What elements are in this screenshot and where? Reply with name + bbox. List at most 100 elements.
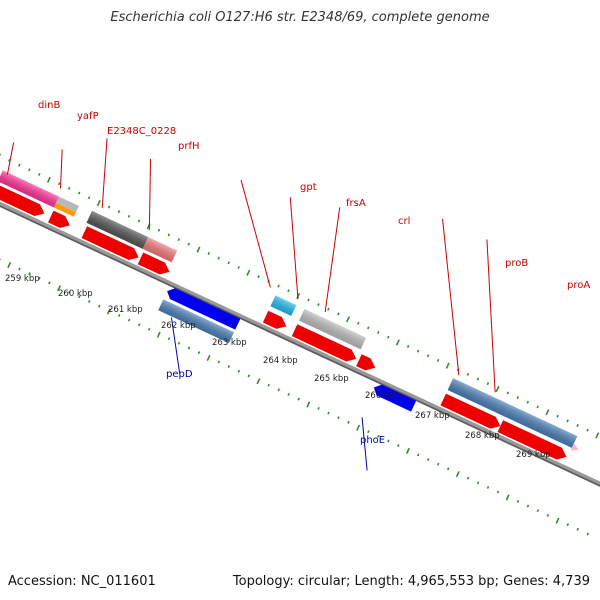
reverse-tick-mark [566,523,570,527]
E2348C_0228-callout [101,138,108,208]
forward-tick-mark [327,307,330,311]
reverse-tick-mark [446,467,450,471]
forward-tick-mark [277,284,280,288]
forward-tick-mark [376,331,380,334]
forward-tick-mark [237,265,240,269]
forward-tick-mark [257,275,260,279]
frsA-callout [289,197,299,300]
reverse-tick-mark [555,517,560,524]
proA-feature-shade [504,404,578,448]
reverse-tick-mark [48,281,51,285]
reverse-tick-mark [397,444,400,448]
kbp-label: 269 kbp [516,450,551,460]
reverse-tick-mark [18,267,21,271]
kbp-label: 260 kbp [58,289,93,299]
forward-tick-mark [357,321,360,325]
yafP-cds-arrow[interactable] [48,210,73,232]
forward-tick-mark [146,223,151,230]
kbp-labels: 259 kbp 260 kbp 261 kbp 262 kbp 263 kbp … [5,274,551,460]
proB-cds-arrow[interactable] [440,393,503,432]
reverse-tick-mark [197,351,201,355]
forward-tick-mark [576,424,579,427]
forward-tick-mark [77,191,81,195]
reverse-tick-mark [97,304,101,308]
forward-tick-mark [406,344,410,348]
reverse-tick-mark [88,300,91,303]
kbp-label: 268 kbp [465,431,500,441]
crl-cds-arrow[interactable] [356,354,378,373]
forward-tick-mark [187,242,191,246]
dinB-cds-arrow[interactable] [0,183,47,219]
forward-tick-mark [526,400,530,404]
forward-tick-mark [107,205,111,209]
dinB-feature-shade [0,170,59,208]
reverse-tick-mark [367,430,370,434]
forward-tick-mark [476,377,480,381]
forward-tick-mark [466,372,470,376]
reverse-tick-mark [237,369,241,373]
forward-tick-mark [96,199,101,207]
reverse-tick-mark [7,261,12,269]
reverse-tick-mark [516,499,520,503]
forward-tick-mark [127,214,131,218]
pepD-label[interactable]: pepD [166,369,193,380]
genome-title: Escherichia coli O127:H6 str. E2348/69, … [110,10,490,25]
kbp-label: 267 kbp [415,411,450,421]
gene-labels: dinB yafP E2348C_0228 prfH gpt frsA crl … [38,100,590,446]
frsA-feature-shade [299,308,367,350]
E2348C_0228-label[interactable]: E2348C_0228 [107,126,176,137]
pepD-cds-arrow[interactable] [165,286,241,330]
reverse-tick-mark [206,354,211,362]
yafP-feature-orange[interactable] [53,202,76,217]
reverse-tick-mark [287,392,290,396]
phoE-cds-arrow[interactable] [371,382,417,412]
E2348C_0228-cds-arrow[interactable] [81,226,142,263]
crl-label[interactable]: crl [398,216,410,227]
frsA-cds-arrow[interactable] [291,324,359,365]
forward-tick-mark [506,391,510,395]
reverse-tick-mark [476,481,480,485]
accession-text: Accession: NC_011601 [8,574,156,589]
reverse-tick-mark [526,504,530,508]
forward-tick-mark [566,419,569,423]
reverse-tick-mark [377,434,380,438]
proA-end-arrow[interactable] [570,443,581,453]
reverse-tick-mark [586,532,589,536]
reverse-tick-mark [405,447,410,454]
reverse-tick-mark [426,458,430,462]
crl-callout [324,207,341,312]
reverse-tick-track [0,258,589,536]
forward-tick-mark [46,176,51,183]
reverse-tick-mark [417,453,420,457]
reverse-tick-mark [317,406,320,410]
feature-row-top [0,170,581,453]
forward-tick-mark [516,396,520,400]
reverse-feature-row [158,286,417,412]
forward-tick-mark [177,238,181,242]
prfH-cds-arrow[interactable] [137,252,172,277]
phoE-label[interactable]: phoE [360,435,385,446]
reverse-tick-mark [137,323,141,327]
proA-cds-arrow[interactable] [497,420,570,463]
yafP-label[interactable]: yafP [77,111,99,122]
proB-label[interactable]: proB [505,258,528,269]
reverse-tick-mark [436,462,440,466]
reverse-tick-mark [167,337,171,341]
dinB-callout [6,142,15,175]
reverse-tick-mark [455,471,460,478]
forward-tick-mark [287,289,290,293]
forward-tick-mark [337,312,340,316]
reverse-tick-mark [327,411,330,415]
prfH-label[interactable]: prfH [178,141,200,152]
reverse-tick-mark [505,494,510,501]
callout-lines [6,138,496,471]
frsA-label[interactable]: frsA [346,198,366,209]
gpt-cds-arrow[interactable] [262,310,289,333]
forward-tick-mark [307,298,310,302]
dinB-label[interactable]: dinB [38,100,60,111]
forward-tick-mark [167,233,171,237]
yafP-feature[interactable] [56,196,79,213]
gpt-label[interactable]: gpt [300,182,317,193]
reverse-tick-mark [347,420,350,424]
proA-label[interactable]: proA [567,280,590,291]
